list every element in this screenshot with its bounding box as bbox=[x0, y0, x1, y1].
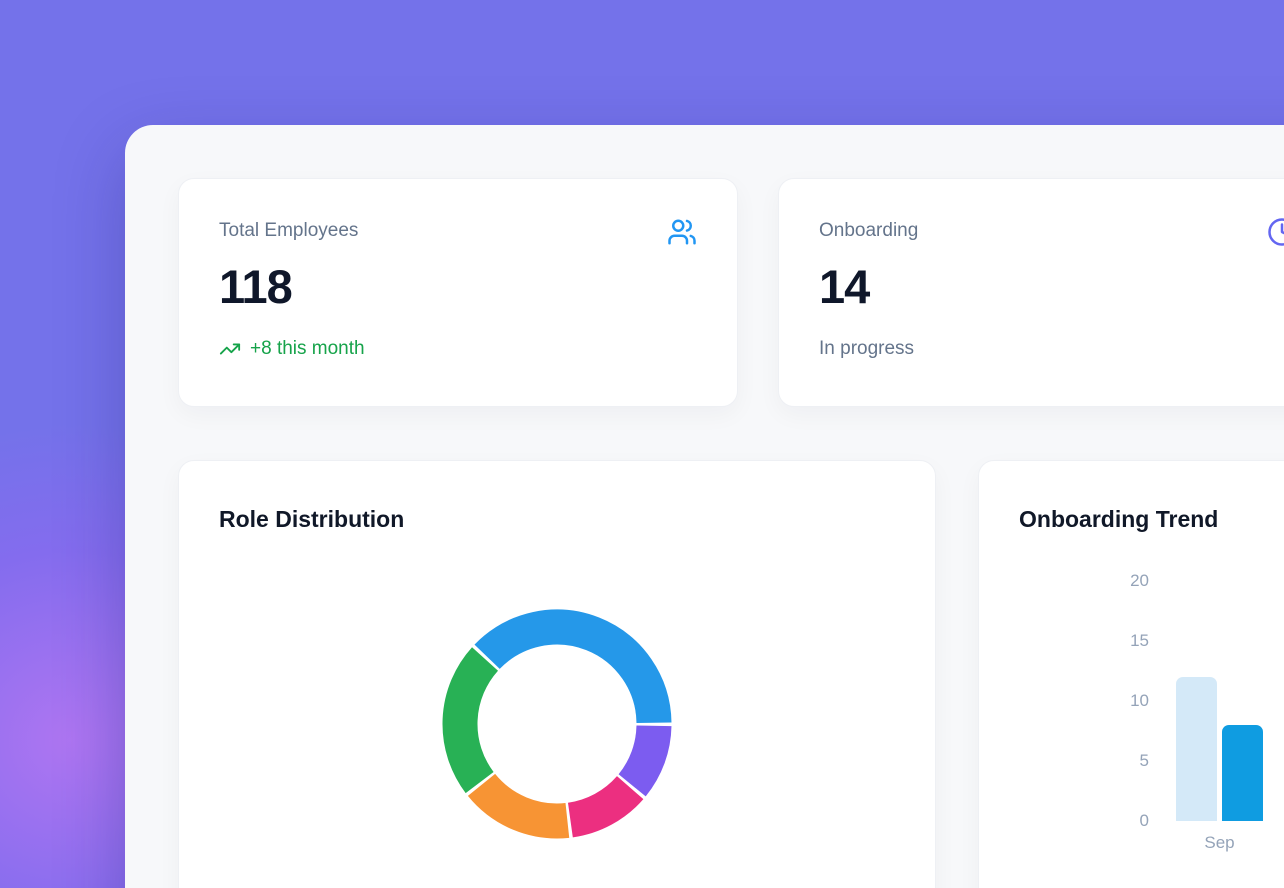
bars bbox=[1176, 581, 1284, 821]
donut-chart bbox=[219, 609, 895, 839]
trending-up-icon bbox=[219, 338, 241, 360]
bar-group-sep bbox=[1176, 677, 1263, 821]
bar-chart: 20 15 10 5 0 SepOct bbox=[1019, 571, 1284, 853]
dashboard-panel: Total Employees 118 bbox=[125, 125, 1284, 888]
stat-value: 118 bbox=[219, 260, 293, 313]
donut-segment-blue bbox=[474, 609, 672, 724]
bar-dark-blue-sep bbox=[1222, 725, 1263, 821]
chart-title-onboarding-trend: Onboarding Trend bbox=[1019, 506, 1219, 532]
x-tick-label: Sep bbox=[1204, 833, 1235, 852]
donut-segment-orange bbox=[467, 773, 570, 839]
donut-segment-pink bbox=[567, 775, 644, 838]
stat-value: 14 bbox=[819, 260, 870, 313]
stat-trend: +8 this month bbox=[219, 335, 697, 362]
stat-label: Total Employees bbox=[219, 220, 359, 241]
role-distribution-donut bbox=[442, 609, 672, 839]
x-axis: SepOct bbox=[1176, 833, 1284, 853]
stat-card-onboarding: Onboarding 14 In progress bbox=[778, 178, 1284, 407]
users-icon bbox=[667, 217, 697, 247]
stat-trend-label: +8 this month bbox=[250, 338, 365, 359]
y-tick-label: 0 bbox=[1139, 811, 1149, 830]
y-tick-label: 5 bbox=[1139, 751, 1149, 770]
stat-card-header: Onboarding bbox=[819, 217, 1284, 247]
y-axis: 20 15 10 5 0 bbox=[1119, 571, 1149, 830]
onboarding-trend-card: Onboarding Trend 20 15 10 5 0 SepOct bbox=[978, 460, 1284, 888]
chart-title-role-distribution: Role Distribution bbox=[219, 506, 405, 532]
clock-icon bbox=[1267, 217, 1284, 247]
stat-card-total-employees: Total Employees 118 bbox=[178, 178, 738, 407]
stat-card-header: Total Employees bbox=[219, 217, 697, 247]
y-tick-label: 15 bbox=[1130, 631, 1149, 650]
stats-row: Total Employees 118 bbox=[178, 178, 1284, 407]
stat-label: Onboarding bbox=[819, 220, 919, 241]
donut-segment-green bbox=[442, 647, 499, 794]
plot-area: SepOct bbox=[1176, 581, 1284, 853]
role-distribution-card: Role Distribution bbox=[178, 460, 936, 888]
charts-row: Role Distribution Onboarding Trend 20 15 1… bbox=[178, 460, 1284, 888]
donut-segment-purple bbox=[618, 724, 672, 797]
stat-sub-label: In progress bbox=[819, 338, 915, 359]
y-tick-label: 20 bbox=[1130, 571, 1149, 590]
bar-light-blue-sep bbox=[1176, 677, 1217, 821]
y-tick-label: 10 bbox=[1130, 691, 1149, 710]
